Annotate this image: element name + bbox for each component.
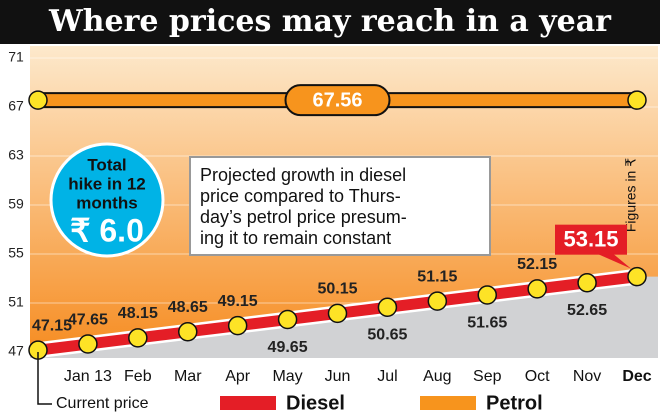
diesel-value-label: 51.15 (417, 268, 457, 285)
note: Projected growth in diesel (200, 165, 406, 185)
diesel-point (627, 266, 647, 287)
note: ing it to remain constant (200, 228, 391, 248)
y-tick-label: 55 (8, 245, 24, 261)
diesel-value-label: 52.65 (567, 302, 607, 319)
hike-title: hike in 12 (68, 174, 145, 193)
x-tick-label: Apr (225, 368, 251, 385)
diesel-point (178, 322, 198, 342)
diesel-point (377, 297, 398, 318)
diesel-value-label: 48.15 (118, 305, 158, 322)
diesel-point (277, 309, 298, 330)
legend-swatch (220, 396, 276, 410)
diesel-point (577, 273, 597, 293)
x-tick-label: Jan 13 (64, 368, 112, 385)
diesel-point (427, 291, 448, 311)
diesel-point (128, 328, 148, 348)
title-band (0, 0, 660, 44)
legend-swatch (420, 396, 476, 410)
x-tick-label: Feb (124, 368, 152, 385)
chart-title: Where prices may reach in a year (48, 4, 612, 39)
x-tick-label: Jul (377, 368, 397, 385)
hike-circle (49, 142, 165, 258)
y-tick-label: 47 (8, 343, 24, 359)
diesel-value-label: 49.65 (268, 339, 308, 356)
diesel-value-label: 47.65 (68, 311, 108, 328)
hike-title: Total (87, 155, 126, 174)
note: price compared to Thurs- (200, 186, 401, 206)
y-tick-label: 59 (8, 196, 24, 212)
diesel-point (327, 303, 348, 324)
legend-label: Diesel (286, 392, 345, 414)
petrol-label-box (284, 84, 391, 117)
petrol-value-label: 67.56 (312, 89, 362, 111)
diesel-point (527, 279, 547, 299)
y-tick-label: 63 (8, 147, 24, 163)
x-tick-label: Aug (423, 368, 451, 385)
diesel-value-label: 48.65 (168, 299, 208, 316)
x-tick-label: Sep (473, 368, 502, 385)
diesel-point (78, 334, 98, 354)
current-leader (37, 352, 52, 405)
diesel-value-label: 53.15 (563, 226, 618, 251)
diesel-value-label: 52.15 (517, 256, 557, 273)
diesel-value-label: 50.65 (367, 327, 407, 344)
x-tick-label: Nov (573, 368, 601, 385)
x-tick-label: Oct (525, 368, 550, 385)
note: day’s petrol price presum- (200, 207, 407, 227)
diesel-last-box (555, 224, 627, 255)
note-box (189, 156, 491, 256)
units: Figures in ₹ (623, 158, 639, 232)
diesel-value-label: 49.15 (218, 293, 258, 310)
x-tick-label: Jun (325, 368, 351, 385)
petrol-point (28, 90, 48, 110)
x-tick-label: May (272, 368, 302, 385)
diesel-value-label: 51.65 (467, 314, 507, 331)
petrol-point (627, 90, 647, 110)
y-tick-label: 67 (8, 98, 24, 114)
x-tick-label: Mar (174, 368, 202, 385)
hike-title: months (76, 193, 137, 212)
hike-value: ₹ 6.0 (70, 212, 144, 248)
y-tick-label: 71 (8, 49, 24, 65)
legend-label: Petrol (486, 392, 543, 414)
diesel-last-pointer (597, 253, 631, 269)
diesel-point (477, 285, 497, 305)
diesel-point (227, 315, 248, 336)
current-price-label: Current price (56, 395, 149, 412)
y-tick-label: 51 (8, 294, 24, 310)
diesel-value-label: 47.15 (32, 317, 72, 334)
diesel-value-label: 50.15 (317, 281, 357, 298)
x-tick-label: Dec (622, 368, 651, 385)
